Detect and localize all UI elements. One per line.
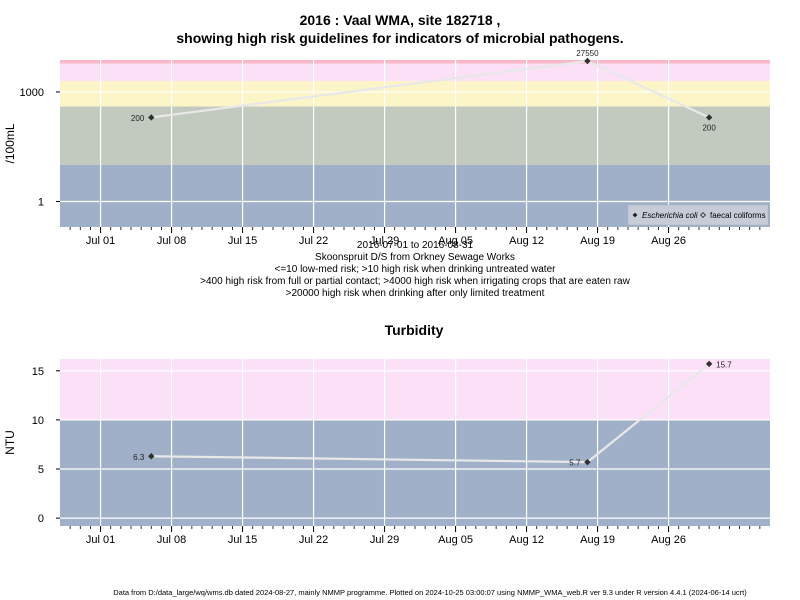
y-axis-title: NTU [3,430,17,455]
y-axis-title: /100mL [3,123,17,163]
data-point [148,114,155,121]
legend-box [627,204,769,226]
x-tick-label: Aug 05 [438,235,473,247]
x-tick-label: Jul 29 [370,235,399,247]
x-tick-label: Jul 22 [299,534,328,546]
data-label: 200 [131,114,145,123]
chart-title-line-1: 2016 : Vaal WMA, site 182718 , [299,12,501,28]
legend-marker-ecoli [632,212,638,218]
risk-band [60,80,770,107]
chart-title-line-2: showing high risk guidelines for indicat… [176,30,624,46]
data-point [584,57,591,65]
data-label: 5.7 [569,459,581,468]
xlabel-guideline-3: >20000 high risk when drinking after onl… [285,288,545,299]
x-tick-label: Jul 15 [228,235,257,247]
xlabel-guideline-1: <=10 low-med risk; >10 high risk when dr… [274,264,556,275]
data-point [705,360,713,368]
legend-label-ecoli: Escherichia coli [642,211,698,220]
data-point [705,114,713,121]
data-label: 200 [702,123,716,132]
y-tick-label: 15 [32,366,44,378]
x-tick-label: Jul 01 [86,235,115,247]
data-label: 27550 [576,49,599,58]
data-label: 15.7 [716,360,732,369]
x-tick-label: Aug 26 [651,235,686,247]
risk-band [60,419,770,526]
x-tick-label: Jul 08 [157,235,186,247]
x-tick-label: Aug 12 [509,534,544,546]
x-tick-label: Jul 29 [370,534,399,546]
risk-band [60,60,770,64]
xlabel-date-range: 2016-07-01 to 2016-08-31 [356,240,474,251]
risk-band [60,63,770,81]
y-tick-label: 0 [38,513,44,525]
x-tick-label: Aug 12 [509,235,544,247]
x-tick-label: Jul 15 [228,534,257,546]
x-tick-label: Aug 19 [580,235,615,247]
data-label: 6.3 [133,453,145,462]
data-point [584,458,591,466]
y-tick-label: 5 [38,464,44,476]
x-tick-label: Aug 05 [438,534,473,546]
turbidity-title: Turbidity [384,322,444,338]
data-point [148,453,155,460]
xlabel-guideline-2: >400 high risk from full or partial cont… [200,276,630,287]
xlabel-site-name: Skoonspruit D/S from Orkney Sewage Works [315,252,515,263]
risk-band [60,106,770,165]
y-tick-label: 1 [38,196,44,208]
legend-marker-faecal [700,212,706,218]
x-tick-label: Aug 19 [580,534,615,546]
y-tick-label: 1000 [20,87,44,99]
x-tick-label: Jul 08 [157,534,186,546]
footer-note: Data from D:/data_large/wq/wms.db dated … [113,588,747,597]
x-tick-label: Jul 22 [299,235,328,247]
x-tick-label: Aug 26 [651,534,686,546]
y-tick-label: 10 [32,415,44,427]
legend-label-faecal: faecal coliforms [710,211,766,220]
x-tick-label: Jul 01 [86,534,115,546]
chart-legend: Escherichia coli faecal coliforms [627,204,769,226]
risk-band [60,359,770,420]
